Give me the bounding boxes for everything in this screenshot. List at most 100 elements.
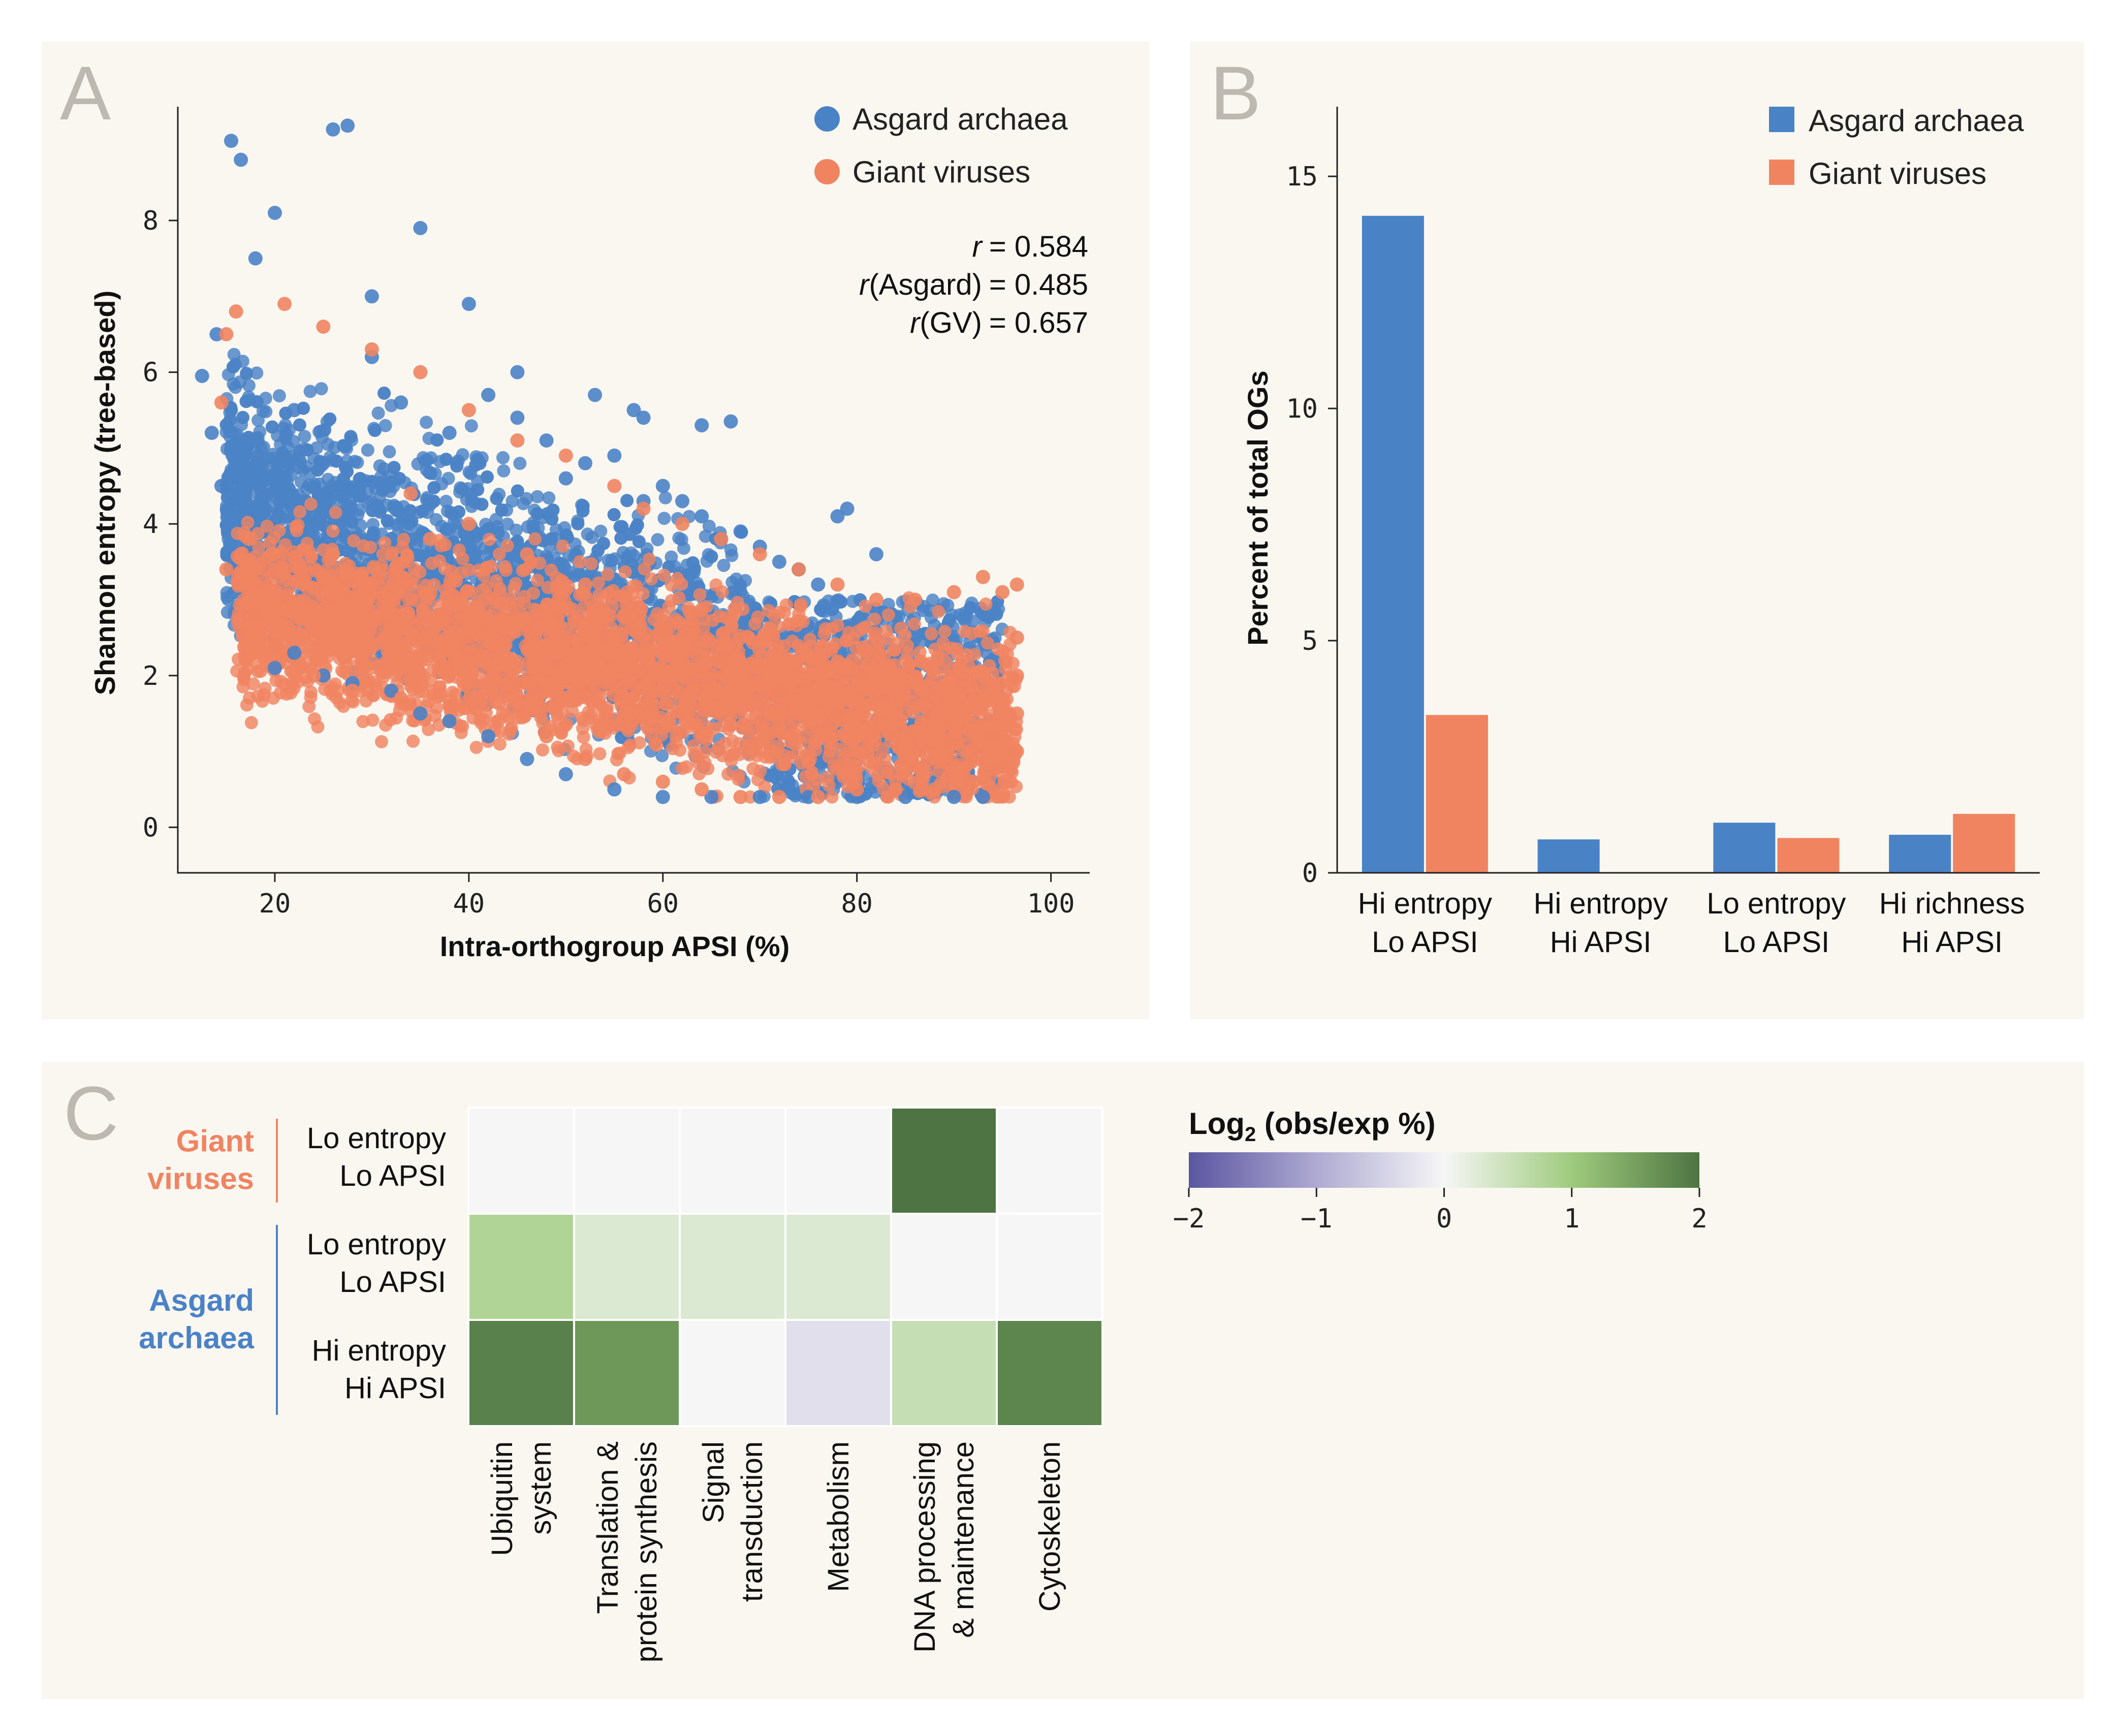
asgard-cloud-point [385,475,398,489]
asgard-cloud-point [234,456,247,469]
asgard-cloud-point [254,493,267,507]
asgard-cloud-point [452,505,465,519]
asgard-cloud-point [657,512,671,525]
asgard-cloud-point [361,443,374,457]
asgard-cloud-point [229,381,242,394]
asgard-cloud-point [591,544,605,557]
asgard-cloud-point [530,507,544,521]
asgard-cloud-point [490,492,503,506]
asgard-cloud-point [378,419,392,432]
asgard-cloud-point [257,440,270,454]
asgard-cloud-point [387,461,401,475]
asgard-cloud-point [427,481,441,494]
asgard-cloud-point [272,389,286,402]
asgard-cloud-point [219,502,233,516]
gv-cloud-point [556,539,570,553]
gv-cloud-point [326,524,340,538]
gv-cloud-point [364,541,377,554]
asgard-cloud-point [383,445,396,459]
gv-cloud-point [536,743,549,757]
asgard-cloud-point [658,491,672,504]
gv-cloud-point [673,743,687,757]
asgard-cloud-point [226,360,240,374]
asgard-cloud-point [229,491,243,505]
gv-cloud-point [721,767,735,781]
asgard-cloud-point [240,502,254,516]
scatter-density-cloud [219,348,1023,804]
asgard-cloud-point [377,386,391,400]
asgard-cloud-point [259,405,273,419]
asgard-cloud-point [227,348,241,361]
asgard-cloud-point [469,458,483,472]
asgard-cloud-point [368,424,382,437]
asgard-cloud-point [497,464,511,478]
asgard-cloud-point [455,482,469,496]
asgard-cloud-point [242,378,256,392]
gv-cloud-point [260,519,274,533]
asgard-cloud-point [241,439,255,453]
gv-cloud-point [516,564,529,578]
gv-cloud-point [493,737,507,751]
asgard-cloud-point [441,471,455,485]
asgard-cloud-point [402,517,416,531]
asgard-cloud-point [655,749,669,763]
asgard-cloud-point [475,497,489,511]
asgard-cloud-point [607,508,621,521]
asgard-cloud-point [814,603,828,616]
panel-letter-c: C [64,1070,118,1156]
asgard-cloud-point [990,608,1003,621]
asgard-cloud-point [416,504,429,518]
asgard-cloud-point [420,416,433,429]
asgard-cloud-point [787,787,801,801]
asgard-cloud-point [651,533,665,547]
asgard-cloud-point [224,439,238,453]
gv-cloud-point [456,552,469,565]
asgard-cloud-point [581,527,594,541]
asgard-cloud-point [365,475,378,488]
gv-cloud-point [825,790,839,804]
asgard-cloud-point [314,382,328,396]
asgard-cloud-point [336,439,350,453]
asgard-cloud-point [351,456,364,469]
asgard-cloud-point [381,514,394,527]
asgard-cloud-point [520,492,533,506]
asgard-cloud-point [511,484,524,498]
asgard-cloud-point [546,503,560,517]
asgard-cloud-point [496,451,510,464]
asgard-cloud-point [223,423,236,437]
asgard-cloud-point [424,466,437,480]
asgard-cloud-point [576,499,590,513]
asgard-cloud-point [371,406,385,420]
asgard-cloud-point [463,540,477,554]
panel-letter-a: A [60,50,111,136]
asgard-cloud-point [240,367,254,381]
asgard-cloud-point [630,518,644,532]
asgard-cloud-point [275,510,289,524]
asgard-cloud-point [926,593,939,607]
asgard-cloud-point [542,491,556,504]
asgard-cloud-point [526,519,540,533]
asgard-cloud-point [734,579,747,592]
asgard-cloud-point [632,535,646,549]
asgard-cloud-point [298,430,311,443]
asgard-cloud-point [439,522,453,536]
asgard-cloud-point [943,613,957,627]
asgard-cloud-point [545,532,558,546]
asgard-cloud-point [248,463,262,477]
asgard-cloud-point [571,517,585,530]
gv-cloud-point [329,506,342,519]
asgard-cloud-point [510,523,523,537]
gv-cloud-point [390,711,403,725]
asgard-cloud-point [495,503,509,517]
asgard-cloud-point [265,420,279,434]
gv-cloud-point [618,565,632,579]
asgard-cloud-point [964,601,977,614]
asgard-cloud-point [275,487,289,500]
asgard-cloud-point [293,418,306,432]
gv-cloud-point [693,588,707,602]
asgard-cloud-point [303,385,317,398]
asgard-cloud-point [724,543,738,557]
gv-cloud-point [894,621,908,635]
